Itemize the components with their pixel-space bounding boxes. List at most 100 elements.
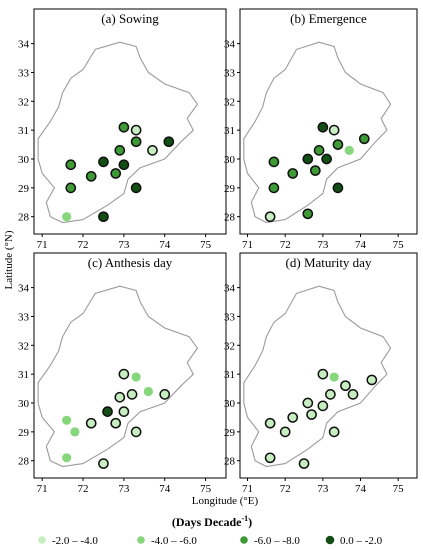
- station-point: [70, 427, 80, 437]
- station-point: [287, 412, 299, 423]
- x-tick-label: 75: [200, 239, 212, 251]
- y-axis-label: Latitude (°N): [3, 230, 15, 289]
- y-tick-label: 31: [224, 369, 235, 381]
- station-point: [118, 368, 130, 380]
- province-outline: [37, 41, 199, 224]
- station-point: [366, 374, 378, 386]
- y-tick-label: 30: [224, 154, 236, 166]
- station-point: [102, 406, 113, 418]
- station-point: [114, 144, 126, 156]
- station-point: [347, 388, 359, 400]
- panel-title: (d) Maturity day: [286, 255, 372, 270]
- station-point: [131, 372, 141, 382]
- station-point: [358, 133, 370, 145]
- station-point: [65, 159, 77, 171]
- station-point: [264, 417, 276, 429]
- station-point: [344, 145, 354, 155]
- x-tick-label: 71: [37, 483, 48, 495]
- y-tick-label: 30: [224, 398, 236, 410]
- x-tick-label: 74: [355, 239, 367, 251]
- y-tick-label: 28: [224, 212, 236, 224]
- station-point: [147, 144, 158, 156]
- station-point: [298, 458, 310, 469]
- x-tick-label: 72: [78, 483, 89, 495]
- y-tick-label: 29: [224, 427, 236, 439]
- y-tick-label: 29: [18, 427, 30, 439]
- x-tick-label: 73: [118, 239, 130, 251]
- y-tick-label: 31: [224, 125, 235, 137]
- station-point: [130, 124, 142, 136]
- station-point: [328, 426, 340, 438]
- station-point: [317, 368, 329, 380]
- legend-title-sup: -1: [241, 514, 248, 523]
- station-point: [143, 386, 153, 397]
- station-point: [85, 170, 97, 182]
- station-point: [309, 165, 321, 176]
- station-point: [332, 139, 344, 150]
- station-point: [268, 156, 280, 168]
- legend-swatch: [38, 536, 46, 544]
- y-tick-label: 34: [18, 283, 30, 295]
- station-point: [62, 453, 72, 463]
- x-tick-label: 71: [37, 239, 48, 251]
- y-tick-label: 31: [18, 369, 29, 381]
- station-point: [302, 153, 314, 165]
- y-tick-label: 33: [224, 67, 236, 79]
- x-tick-label: 71: [242, 483, 253, 495]
- map-panel: (b) Emergence 71 72 73 74 75 28 29 30 31 32 33 34: [224, 8, 418, 251]
- x-tick-label: 73: [118, 483, 130, 495]
- x-tick-label: 75: [393, 483, 405, 495]
- x-tick-label: 73: [317, 239, 329, 251]
- station-point: [328, 124, 340, 136]
- station-point: [302, 208, 314, 220]
- station-point: [268, 182, 280, 194]
- legend-label: -4.0 – -6.0: [151, 535, 197, 547]
- station-point: [85, 417, 97, 429]
- y-tick-label: 31: [18, 125, 29, 137]
- station-point: [130, 182, 142, 194]
- legend-label: -6.0 – -8.0: [254, 535, 300, 547]
- station-point: [98, 211, 109, 223]
- legend-swatch: [240, 536, 248, 544]
- station-point: [118, 406, 130, 418]
- panel-title: (b) Emergence: [290, 11, 367, 26]
- x-tick-label: 75: [393, 239, 405, 251]
- station-point: [98, 156, 109, 168]
- legend-title: (Days Decade-1): [172, 514, 252, 529]
- y-tick-label: 33: [224, 311, 236, 323]
- station-point: [62, 415, 72, 425]
- y-tick-label: 33: [18, 67, 30, 79]
- station-point: [340, 380, 351, 392]
- y-tick-label: 34: [224, 283, 236, 295]
- map-panel: (d) Maturity day 71 72 73 74 75 28 29 30 31 32 33 34: [224, 252, 418, 495]
- legend-title-text: (Days Decade: [172, 515, 242, 529]
- x-tick-label: 72: [280, 239, 291, 251]
- y-tick-label: 30: [18, 398, 30, 410]
- legend: -2.0 – -4.0 -4.0 – -6.0 -6.0 – -8.0 0.0 – -…: [38, 535, 383, 547]
- x-tick-label: 75: [200, 483, 212, 495]
- legend-swatch: [325, 535, 335, 545]
- legend-swatch: [137, 536, 145, 544]
- panel-frame: [33, 8, 227, 235]
- y-tick-label: 30: [18, 154, 30, 166]
- station-point: [317, 400, 329, 412]
- y-tick-label: 28: [18, 212, 30, 224]
- station-point: [126, 388, 138, 400]
- y-tick-label: 32: [18, 96, 29, 108]
- y-tick-label: 29: [18, 183, 30, 195]
- station-point: [313, 144, 325, 156]
- x-axis-label: Longitude (°E): [192, 495, 259, 507]
- province-outline: [37, 285, 199, 468]
- station-point: [159, 388, 171, 400]
- station-point: [332, 182, 344, 194]
- x-tick-label: 72: [280, 483, 291, 495]
- station-point: [325, 388, 336, 400]
- y-tick-label: 28: [224, 456, 236, 468]
- station-point: [62, 212, 72, 222]
- map-panel: (c) Anthesis day 71 72 73 74 75 28 29 30 31 32 33 34: [18, 252, 227, 495]
- map-panel: (a) Sowing 71 72 73 74 75 28 29 30 31 32 33 34: [18, 8, 227, 251]
- station-point: [130, 426, 142, 438]
- station-point: [130, 136, 142, 148]
